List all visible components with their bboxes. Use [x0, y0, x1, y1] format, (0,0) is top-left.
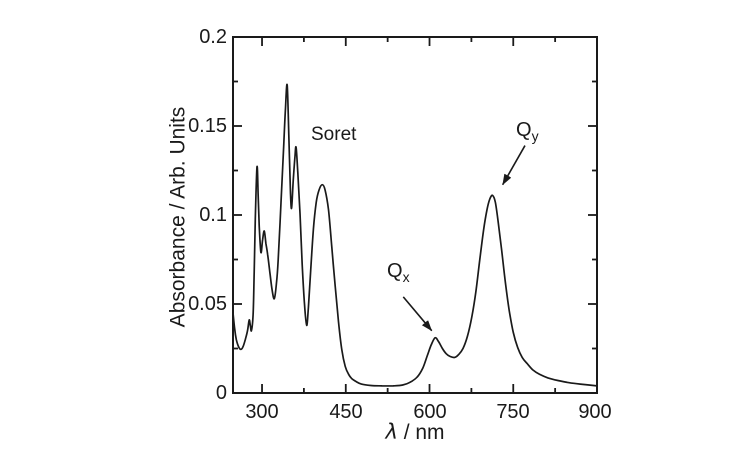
x-tick-label-750: 750	[496, 401, 530, 423]
x-axis-title: λ / nm	[385, 420, 445, 444]
qx-arrow	[402, 296, 433, 332]
y-tick-label-005: 0.05	[188, 293, 227, 315]
lambda-symbol: λ	[385, 420, 398, 444]
qy-subscript: y	[531, 128, 539, 144]
x-tick-label-600: 600	[413, 401, 447, 423]
spectrum-curve	[232, 83, 598, 387]
qy-main: Q	[516, 119, 532, 141]
x-tick-label-300: 300	[245, 401, 279, 423]
x-tick-label-450: 450	[329, 401, 363, 423]
y-tick-label-0: 0	[215, 382, 227, 404]
y-tick-label-02: 0.2	[199, 26, 227, 48]
y-tick-label-01: 0.1	[199, 204, 227, 226]
qx-subscript: x	[402, 269, 410, 285]
qx-main: Q	[387, 260, 403, 282]
qy-peak-label: Qy	[516, 119, 539, 145]
y-axis-title: Absorbance / Arb. Units	[166, 106, 190, 328]
x-tick-label-900: 900	[578, 401, 612, 423]
soret-peak-label: Soret	[311, 124, 357, 145]
qx-peak-label: Qx	[387, 260, 410, 286]
y-tick-label-015: 0.15	[188, 115, 227, 137]
qy-arrow	[501, 145, 526, 186]
x-axis-unit: / nm	[397, 421, 445, 444]
